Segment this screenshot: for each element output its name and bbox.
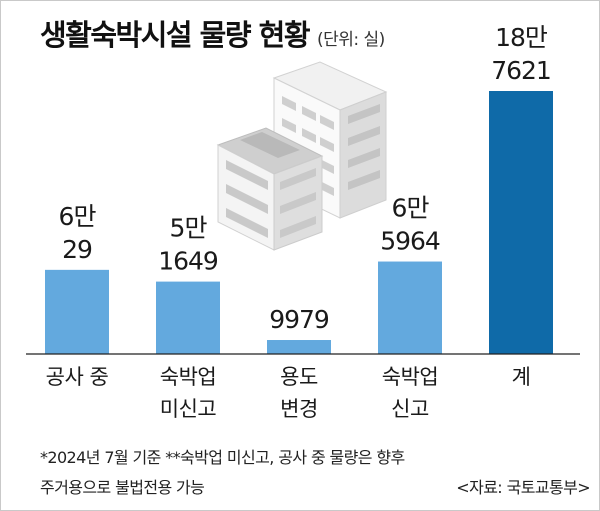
bar-1 <box>45 269 109 354</box>
bar-4 <box>378 261 442 354</box>
bar-5 <box>489 91 553 354</box>
category-label-2-2: 미신고 <box>160 397 217 421</box>
bar-3 <box>267 340 331 354</box>
value-label-5-2: 7621 <box>491 56 551 85</box>
value-label-2-2: 1649 <box>158 247 218 276</box>
value-label-1-1: 6만 <box>59 202 97 231</box>
value-label-2-1: 5만 <box>170 214 208 243</box>
category-label-2-1: 숙박업 <box>160 365 216 389</box>
category-label-4-1: 숙박업 <box>382 365 438 389</box>
category-label-3-1: 용도 <box>280 365 318 389</box>
value-label-5-1: 18만 <box>495 23 548 52</box>
short-building-icon <box>216 127 324 251</box>
buildings-illustration <box>216 61 388 251</box>
title-row: 생활숙박시설 물량 현황 (단위: 실) <box>40 12 385 54</box>
bar-2 <box>156 281 220 354</box>
chart-title: 생활숙박시설 물량 현황 <box>40 18 311 52</box>
value-label-4-1: 6만 <box>392 194 430 223</box>
value-label-1-2: 29 <box>62 235 92 264</box>
category-label-4-2: 신고 <box>391 397 429 421</box>
category-label-1-1: 공사 중 <box>46 365 109 389</box>
value-label-4-2: 5964 <box>380 227 440 256</box>
footnote-1: *2024년 7월 기준 **숙박업 미신고, 공사 중 물량은 향후 <box>40 448 405 467</box>
value-label-3-1: 9979 <box>269 305 329 334</box>
unit-label: (단위: 실) <box>317 30 385 50</box>
category-label-3-2: 변경 <box>280 397 318 421</box>
category-label-5-1: 계 <box>512 365 531 389</box>
source-note: <자료: 국토교통부> <box>456 478 590 497</box>
footnote-2: 주거용으로 불법전용 가능 <box>40 478 205 497</box>
